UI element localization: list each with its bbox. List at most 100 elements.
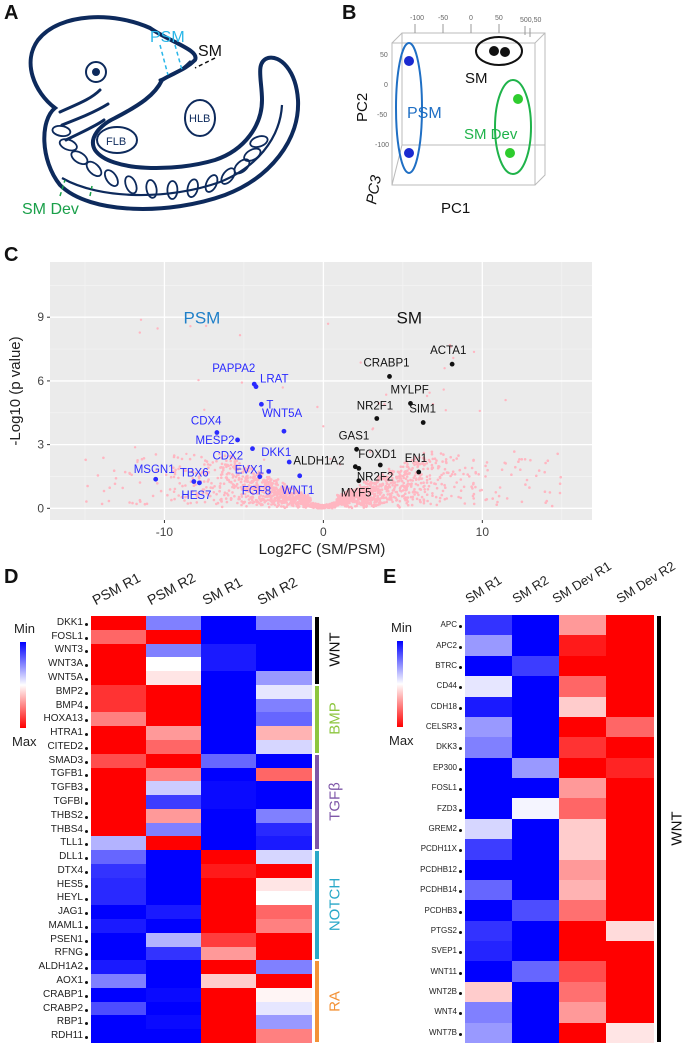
background-gene-point [427,458,431,462]
background-gene-point [354,488,357,491]
background-gene-point [478,409,481,413]
background-gene-point [281,386,284,389]
background-gene-point [524,483,527,486]
heatmap-cell [201,987,257,1003]
background-gene-point [245,467,249,471]
background-gene-point [384,478,387,482]
row-marker [85,925,88,929]
row-label: TLL1 [60,837,83,849]
left-tick: 0 [384,82,388,89]
row-marker [459,788,462,792]
gene-point-hes7 [197,480,202,486]
background-gene-point [184,484,187,487]
background-gene-point [254,484,258,487]
background-gene-point [544,461,547,465]
background-gene-point [411,498,415,501]
background-gene-point [449,455,453,459]
row-label: PTGS2 [430,925,457,935]
background-gene-point [529,458,532,462]
background-gene-point [404,477,408,481]
background-gene-point [181,484,184,488]
heatmap-cell [146,726,202,741]
background-gene-point [247,498,251,501]
row-marker [85,857,88,861]
heatmap-cell [201,850,257,865]
background-gene-point [231,485,234,489]
background-gene-point [323,506,326,510]
background-gene-point [466,473,470,476]
background-gene-point [362,504,366,508]
heatmap-cell [256,822,312,837]
background-gene-point [212,491,216,494]
heatmap-cell [465,716,513,738]
heatmap-cell [91,671,147,686]
heatmap-cell [201,795,257,810]
heatmap-cell [146,905,202,920]
heatmap-cell [201,960,257,975]
background-gene-point [282,491,286,495]
row-label: CDH18 [430,701,457,711]
background-gene-point [364,488,367,492]
background-gene-point [276,499,280,503]
background-gene-point [131,501,134,505]
background-gene-point [387,477,390,481]
heatmap-cell [146,795,202,810]
background-gene-point [444,486,447,489]
background-gene-point [435,459,438,462]
heatmap-cell [256,684,312,700]
background-gene-point [471,487,474,490]
background-gene-point [238,334,242,337]
background-gene-point [203,463,206,466]
background-gene-point [436,478,440,482]
background-gene-point [173,497,176,501]
background-gene-point [385,488,389,491]
background-gene-point [406,462,409,466]
background-gene-point [546,459,550,462]
background-gene-point [108,486,111,489]
background-gene-point [241,475,245,478]
heatmap-cell [201,974,257,989]
background-gene-point [356,498,360,501]
background-gene-point [259,494,263,497]
background-gene-point [180,495,184,499]
left-tick: -100 [375,142,389,149]
background-gene-point [282,505,285,508]
background-gene-point [202,480,206,483]
gene-group-label: TGFβ [326,782,344,821]
background-gene-point [396,480,400,483]
heatmap-cell [559,1022,607,1044]
heatmap-cell [201,616,257,631]
background-gene-point [497,494,501,498]
background-gene-point [204,473,207,476]
background-gene-point [172,475,176,479]
gene-group-label: RA [326,990,344,1012]
background-gene-point [391,476,394,480]
row-marker [85,719,88,723]
background-gene-point [409,495,413,499]
row-marker [85,898,88,902]
background-gene-point [237,497,240,501]
background-gene-point [517,460,520,463]
heatmap-cell [201,698,257,713]
gene-label-crabp1: CRABP1 [364,357,410,369]
background-gene-point [371,497,374,500]
background-gene-point [267,502,270,505]
background-gene-point [423,458,427,462]
gene-point-wnt5a [281,428,287,434]
background-gene-point [207,471,211,474]
background-gene-point [399,477,403,480]
background-gene-point [223,454,227,457]
background-gene-point [307,496,311,499]
heatmap-cell [256,863,312,879]
background-gene-point [472,482,475,486]
background-gene-point [218,489,221,493]
x-axis-label: Log2FC (SM/PSM) [259,541,386,558]
y-tick-label: 6 [37,374,44,388]
column-header: SM Dev R1 [549,558,614,607]
background-gene-point [249,501,252,504]
background-gene-point [443,367,446,370]
background-gene-point [370,492,373,496]
heatmap-cell [201,1029,257,1044]
background-gene-point [258,502,261,505]
row-marker [459,951,462,955]
